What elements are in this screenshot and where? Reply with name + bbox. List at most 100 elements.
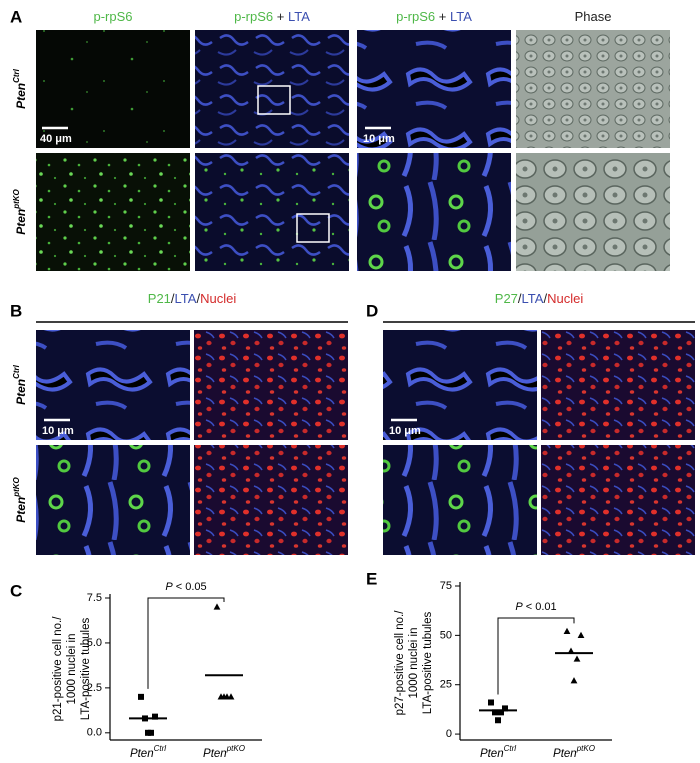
y-axis-label: p27-positive cell no./: [394, 610, 406, 716]
genotype-base: Pten: [14, 379, 28, 405]
genotype-base: Pten: [203, 748, 227, 760]
header-segment: /: [543, 291, 547, 306]
panel-letter: B: [10, 301, 22, 320]
header-segment: p-rpS6: [234, 9, 273, 24]
genotype-label: PtenptKO: [12, 476, 28, 522]
y-axis-label: LTA-positive tubules: [80, 618, 92, 721]
header-segment: LTA: [450, 9, 472, 24]
y-tick-label: 2.5: [87, 682, 102, 694]
panel-header: p-rpS6: [93, 9, 132, 24]
genotype-sup: ptKO: [576, 744, 595, 753]
genotype-base: Pten: [14, 83, 28, 109]
genotype-base: Pten: [553, 748, 577, 760]
y-axis-label: 1000 nuclei in: [66, 634, 78, 705]
header-segment: P27: [495, 291, 518, 306]
genotype-sup: Ctrl: [154, 744, 167, 753]
data-point: [145, 729, 151, 736]
header-segment: LTA: [522, 291, 544, 306]
panel-letter: D: [366, 301, 378, 320]
micrograph: [516, 30, 670, 148]
header-segment: LTA: [288, 9, 310, 24]
panel-header: P27/LTA/Nuclei: [495, 291, 584, 306]
genotype-base: Pten: [14, 209, 28, 235]
genotype-label: PtenCtrl: [480, 744, 516, 760]
y-tick-label: 0: [446, 728, 452, 740]
micrograph: [541, 330, 695, 440]
data-point: [220, 693, 228, 700]
y-tick-label: 50: [440, 629, 452, 641]
micrograph: [36, 153, 190, 271]
panel-header: Phase: [575, 9, 612, 24]
scale-bar-label: 10 μm: [42, 425, 74, 437]
micrograph: [383, 330, 537, 440]
panel-letter: A: [10, 7, 22, 26]
genotype-sup: ptKO: [12, 188, 21, 209]
header-segment: Nuclei: [200, 291, 236, 306]
micrograph: [194, 445, 348, 555]
y-tick-label: 7.5: [87, 592, 102, 604]
micrograph: [383, 445, 537, 555]
y-tick-label: 25: [440, 679, 452, 691]
y-tick-label: 0.0: [87, 727, 102, 739]
scale-bar-label: 10 μm: [363, 133, 395, 145]
significance-bracket: [497, 617, 575, 695]
significance-label: P < 0.01: [515, 601, 556, 613]
genotype-sup: Ctrl: [504, 744, 517, 753]
genotype-sup: ptKO: [12, 476, 21, 497]
significance-bracket: [147, 597, 225, 689]
y-tick-label: 5.0: [87, 637, 102, 649]
scale-bar-label: 40 μm: [40, 133, 72, 145]
header-segment: LTA: [175, 291, 197, 306]
header-segment: P21: [148, 291, 171, 306]
header-segment: /: [196, 291, 200, 306]
significance-label: P < 0.05: [165, 581, 206, 593]
panel-letter: E: [366, 569, 377, 588]
genotype-label: PtenCtrl: [130, 744, 166, 760]
data-point: [570, 677, 578, 684]
data-point: [152, 713, 158, 720]
micrograph: [36, 30, 190, 148]
genotype-label: PtenptKO: [203, 744, 245, 760]
genotype-sup: Ctrl: [12, 364, 21, 379]
micrograph: [195, 153, 349, 271]
data-point: [488, 699, 494, 706]
data-point: [138, 693, 144, 700]
p-symbol: P: [515, 601, 523, 613]
y-axis-label: p21-positive cell no./: [52, 616, 64, 722]
micrograph: [357, 153, 511, 271]
data-point: [498, 709, 504, 716]
genotype-base: Pten: [480, 748, 504, 760]
genotype-label: PtenCtrl: [12, 68, 28, 109]
data-point: [213, 603, 221, 610]
panel-header: P21/LTA/Nuclei: [148, 291, 237, 306]
scale-bar-label: 10 μm: [389, 425, 421, 437]
data-point: [502, 705, 508, 712]
micrograph: [357, 30, 511, 148]
micrograph: [36, 330, 190, 440]
data-point: [495, 717, 501, 724]
y-tick-label: 75: [440, 580, 452, 592]
p-value: < 0.01: [523, 601, 557, 613]
micrograph: [541, 445, 695, 555]
inset-box: [257, 85, 291, 115]
panel-header: p-rpS6 + LTA: [234, 9, 310, 24]
micrograph: [36, 445, 190, 555]
genotype-label: PtenptKO: [553, 744, 595, 760]
header-segment: Nuclei: [547, 291, 583, 306]
header-segment: /: [518, 291, 522, 306]
genotype-sup: Ctrl: [12, 68, 21, 83]
inset-box: [296, 213, 330, 243]
header-segment: p-rpS6: [396, 9, 435, 24]
header-segment: Phase: [575, 9, 612, 24]
data-point: [492, 709, 498, 716]
micrograph: [194, 330, 348, 440]
micrograph: [195, 30, 349, 148]
genotype-base: Pten: [14, 497, 28, 523]
header-segment: /: [171, 291, 175, 306]
panel-letter: C: [10, 581, 22, 600]
data-point: [563, 627, 571, 635]
header-segment: +: [273, 9, 288, 24]
data-point: [573, 655, 581, 662]
genotype-sup: ptKO: [226, 744, 245, 753]
